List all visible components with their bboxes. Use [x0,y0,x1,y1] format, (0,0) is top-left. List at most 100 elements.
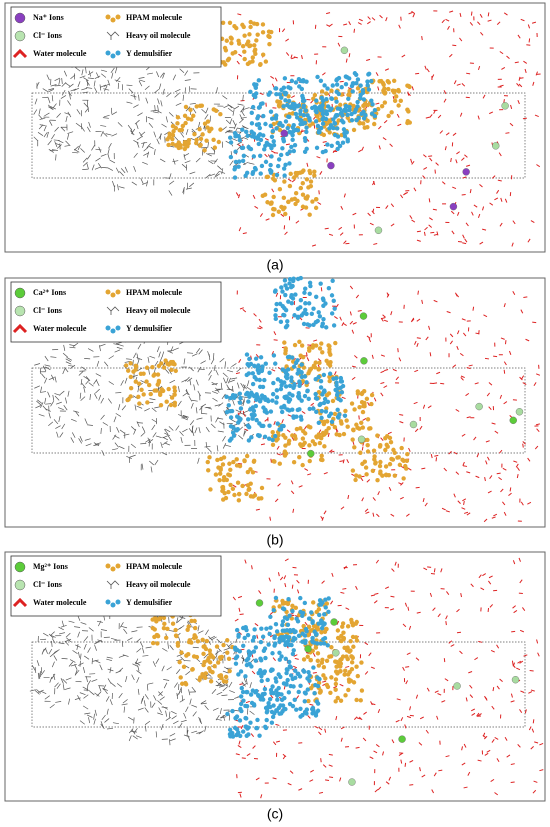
hpam-atom [315,624,320,630]
demulsifier-atom [262,377,267,383]
demulsifier-atom [286,690,292,695]
heavy-oil-molecule [102,684,107,691]
water-molecule [484,357,490,360]
heavy-oil-molecule [93,713,95,720]
water-molecule [399,414,404,416]
heavy-oil-molecule [107,153,110,160]
ion [357,435,366,444]
heavy-oil-molecule [184,87,187,94]
water-molecule [361,497,364,502]
water-molecule [346,459,350,464]
legend-label: Cl⁻ Ions [33,580,62,589]
demulsifier-atom [325,86,330,91]
heavy-oil-molecule [125,358,132,360]
heavy-oil-molecule [130,443,136,448]
hpam-atom [236,41,242,46]
legend-label: HPAM molecule [126,562,183,571]
heavy-oil-molecule [91,164,95,171]
demulsifier-atom [268,162,273,168]
demulsifier-atom [294,707,299,712]
heavy-oil-molecule [216,650,218,657]
water-molecule [373,397,377,402]
heavy-oil-molecule [173,347,179,351]
water-molecule [416,318,421,322]
water-molecule [447,25,450,30]
demulsifier-atom [259,163,265,169]
heavy-oil-molecule [94,709,97,716]
heavy-oil-molecule [225,119,231,125]
heavy-oil-molecule [222,714,226,721]
hpam-atom [214,644,220,649]
water-molecule [409,215,413,219]
hpam-atom [144,379,149,384]
heavy-oil-molecule [47,104,53,110]
heavy-oil-molecule [187,620,192,626]
demulsifier-atom [334,383,339,388]
water-molecule [409,706,412,711]
heavy-oil-molecule [186,729,189,736]
demulsifier-atom [308,283,313,289]
hpam-atom [201,644,206,649]
legend-icon [14,579,26,591]
water-molecule [341,322,345,327]
hpam-atom [388,439,394,445]
heavy-oil-molecule [102,422,109,426]
hpam-atom [379,78,384,84]
hpam-atom [375,478,380,483]
hpam-atom [286,199,291,204]
hpam-atom [324,419,330,424]
heavy-oil-molecule [80,396,86,401]
heavy-oil-molecule [145,646,152,649]
water-molecule [258,318,262,323]
hpam-atom [324,121,329,127]
demulsifier-atom [236,134,241,139]
hpam-atom [240,483,245,489]
hpam-atom [233,50,238,55]
ion [501,102,509,110]
hpam-atom [307,443,312,448]
hpam-atom [306,346,312,351]
water-molecule [375,102,380,105]
water-molecule [433,772,437,777]
demulsifier-atom [281,380,286,385]
demulsifier-atom [281,137,286,142]
water-molecule [519,709,523,713]
heavy-oil-molecule [121,640,124,647]
water-molecule [373,242,378,245]
legend-label: Ca²⁺ Ions [33,288,66,297]
water-molecule [391,568,395,572]
demulsifier-atom [279,285,284,290]
heavy-oil-molecule [70,88,77,92]
demulsifier-atom [270,714,276,720]
hpam-atom [165,626,170,632]
heavy-oil-molecule [51,661,55,668]
demulsifier-atom [273,307,279,313]
demulsifier-atom [290,651,296,657]
water-molecule [530,220,535,223]
heavy-oil-molecule [233,123,237,130]
hpam-atom [286,438,292,443]
water-molecule [437,693,442,696]
water-molecule [295,220,300,224]
hpam-atom [307,123,312,128]
demulsifier-atom [248,720,253,725]
water-molecule [503,303,506,308]
legend-icon [105,289,111,295]
hpam-atom [300,462,305,468]
water-molecule [461,746,463,751]
heavy-oil-molecule [34,666,37,673]
water-molecule [423,231,426,236]
water-molecule [273,420,276,426]
hpam-atom [207,660,213,665]
water-molecule [385,17,388,22]
heavy-oil-molecule [180,656,185,662]
water-molecule [361,146,364,151]
water-molecule [436,231,439,236]
water-molecule [480,587,485,591]
heavy-oil-molecule [64,687,71,690]
water-molecule [404,192,409,195]
hpam-atom [324,601,330,606]
water-molecule [526,44,531,46]
heavy-oil-molecule [162,72,165,79]
demulsifier-atom [331,323,337,328]
